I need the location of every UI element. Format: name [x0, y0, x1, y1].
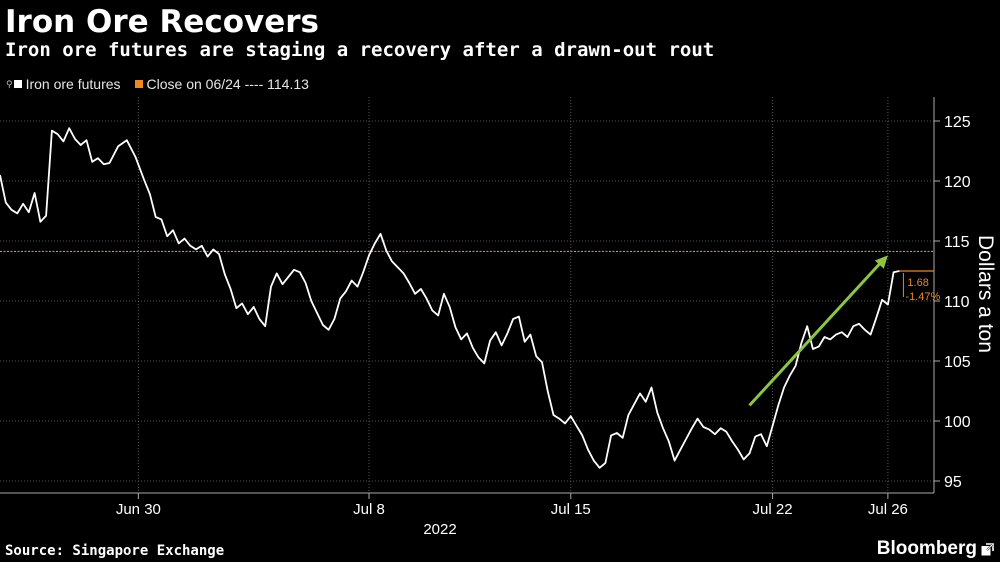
external-link-icon[interactable] — [981, 543, 994, 556]
change-pct-label: -1.47% — [905, 291, 940, 303]
x-axis-year-label: 2022 — [423, 521, 456, 538]
x-tick-label: Jul 26 — [868, 501, 908, 518]
legend-swatch-series — [13, 80, 22, 88]
plot-area: 1.68 -1.47% — [0, 127, 940, 469]
x-tick-label: Jul 22 — [753, 501, 793, 518]
y-tick-label: 105 — [944, 354, 971, 371]
legend-item-reference[interactable]: Close on 06/24 ---- 114.13 — [134, 76, 309, 92]
y-axis-label: Dollars a ton — [974, 235, 997, 353]
x-axis: Jun 30 Jul 8 Jul 15 Jul 22 Jul 26 — [0, 492, 934, 518]
legend-label-series: Iron ore futures — [25, 76, 121, 92]
y-tick-label: 125 — [944, 114, 971, 131]
x-tick-label: Jul 8 — [353, 501, 385, 518]
legend-label-reference: Close on 06/24 ---- 114.13 — [146, 76, 309, 92]
chart-legend: ⚲ Iron ore futures Close on 06/24 ---- 1… — [6, 76, 323, 92]
brand-logo[interactable]: Bloomberg — [876, 538, 977, 559]
legend-item-series[interactable]: ⚲ Iron ore futures — [6, 76, 121, 92]
series-line-iron-ore — [0, 127, 900, 469]
trend-arrow-shaft — [748, 260, 883, 407]
x-tick-label: Jul 15 — [551, 501, 591, 518]
page-title: Iron Ore Recovers — [5, 4, 319, 40]
trend-arrow-head — [874, 255, 888, 269]
grid-lines — [0, 97, 934, 493]
y-tick-label: 115 — [944, 234, 970, 251]
page-subtitle: Iron ore futures are staging a recovery … — [5, 39, 715, 61]
y-tick-label: 120 — [944, 174, 971, 191]
change-abs-label: 1.68 — [907, 277, 928, 289]
source-note: Source: Singapore Exchange — [5, 543, 225, 559]
y-axis: 95 100 105 110 115 120 125 — [933, 97, 971, 493]
y-tick-label: 100 — [944, 414, 971, 431]
x-tick-label: Jun 30 — [116, 501, 161, 518]
pin-icon: ⚲ — [6, 78, 13, 89]
legend-swatch-reference — [134, 80, 143, 88]
y-tick-label: 95 — [944, 474, 962, 491]
y-tick-label: 110 — [944, 294, 970, 311]
